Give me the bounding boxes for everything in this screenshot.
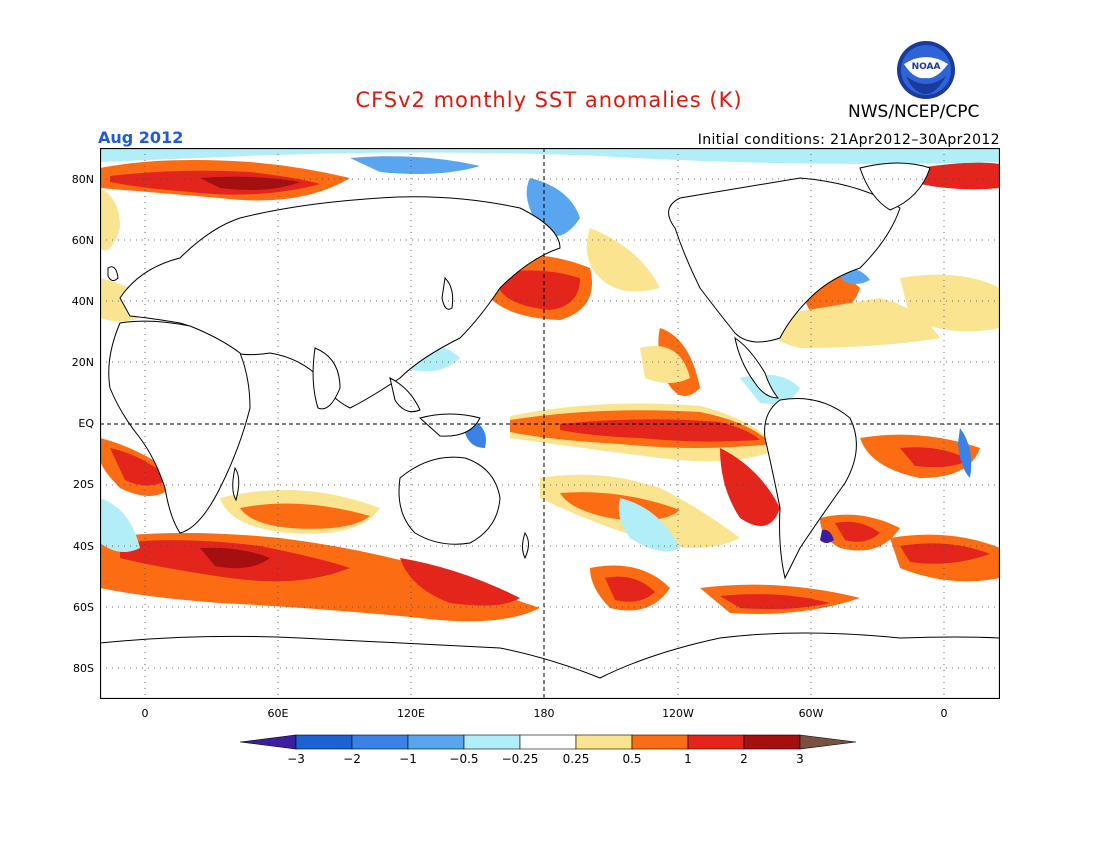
- lat-label: 80N: [71, 173, 94, 186]
- lat-label: 20N: [71, 356, 94, 369]
- agency-label: NWS/NCEP/CPC: [848, 102, 980, 122]
- colorbar-swatch: [295, 734, 353, 750]
- colorbar: [240, 734, 857, 750]
- colorbar-swatch: [631, 734, 689, 750]
- colorbar-swatch: [240, 734, 297, 750]
- graticule: [100, 148, 1000, 699]
- colorbar-swatch: [799, 734, 857, 750]
- colorbar-label: 0.5: [622, 752, 642, 766]
- valid-month: Aug 2012: [98, 128, 184, 147]
- coastlines: [100, 162, 1000, 699]
- lat-label: 60N: [71, 234, 94, 247]
- colorbar-label: 0.25: [562, 752, 590, 766]
- colorbar-swatch: [575, 734, 633, 750]
- colorbar-swatch: [519, 734, 577, 750]
- map-title: CFSv2 monthly SST anomalies (K): [355, 88, 743, 112]
- sst-anomaly-map: [100, 148, 1000, 699]
- lon-label: 120W: [662, 707, 694, 720]
- colorbar-label: −2: [343, 752, 361, 766]
- colorbar-swatch: [687, 734, 745, 750]
- lat-label: 40S: [73, 540, 94, 553]
- colorbar-label: −1: [399, 752, 417, 766]
- lon-label: 120E: [397, 707, 425, 720]
- colorbar-swatch: [743, 734, 801, 750]
- colorbar-swatch: [463, 734, 521, 750]
- equator-dateline: [100, 148, 1000, 699]
- lat-label: 60S: [73, 601, 94, 614]
- noaa-logo: NOAA: [897, 41, 955, 99]
- lon-label: 60E: [267, 707, 289, 720]
- colorbar-label: −0.5: [449, 752, 479, 766]
- initial-conditions: Initial conditions: 21Apr2012–30Apr2012: [697, 132, 1000, 148]
- lat-label: 80S: [73, 662, 94, 675]
- colorbar-label: −0.25: [501, 752, 539, 766]
- colorbar-label: 2: [740, 752, 748, 766]
- colorbar-label: 1: [684, 752, 692, 766]
- colorbar-swatch: [407, 734, 465, 750]
- lon-label: 60W: [798, 707, 824, 720]
- colorbar-label: 3: [796, 752, 804, 766]
- lon-label: 0: [141, 707, 149, 720]
- logo-text: NOAA: [912, 62, 941, 72]
- lon-label: 180: [533, 707, 555, 720]
- lat-label: 20S: [73, 478, 94, 491]
- colorbar-label: −3: [287, 752, 305, 766]
- colorbar-swatch: [351, 734, 409, 750]
- lon-label: 0: [940, 707, 948, 720]
- lat-label: 40N: [71, 295, 94, 308]
- lat-label: EQ: [78, 417, 94, 430]
